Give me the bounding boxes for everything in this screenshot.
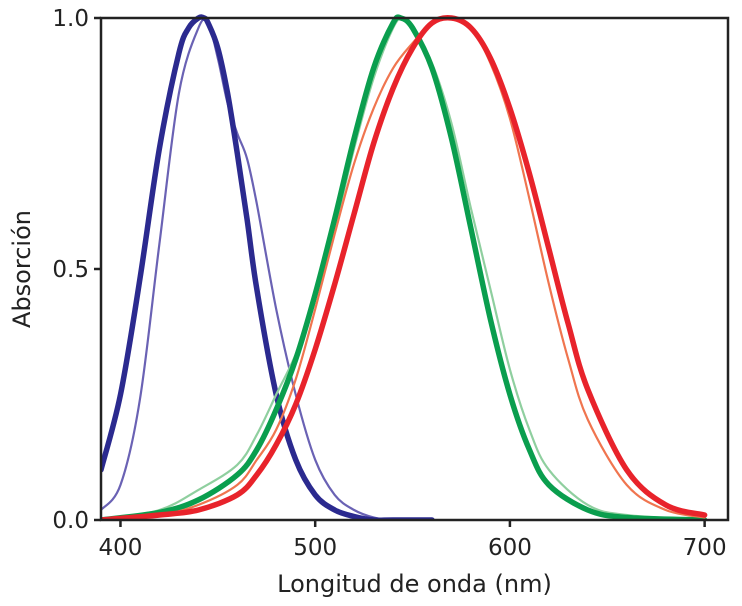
series-curves [101, 14, 708, 520]
series-line-1 [101, 18, 434, 520]
x-tick-label: 700 [683, 535, 727, 561]
x-axis-title: Longitud de onda (nm) [277, 570, 552, 598]
y-axis: 0.0 0.5 1.0 [52, 6, 101, 534]
x-tick-label: 600 [488, 535, 532, 561]
x-tick-label: 500 [293, 535, 337, 561]
y-tick-label: 1.0 [52, 6, 89, 32]
x-tick-label: 400 [99, 535, 143, 561]
plot-frame [99, 16, 730, 522]
series-line-6 [101, 14, 708, 520]
y-tick-label: 0.5 [52, 257, 89, 283]
x-axis: 400 500 600 700 [99, 520, 727, 561]
y-axis-title: Absorción [8, 210, 36, 328]
series-line-2 [101, 14, 435, 520]
y-tick-label: 0.0 [52, 508, 89, 534]
